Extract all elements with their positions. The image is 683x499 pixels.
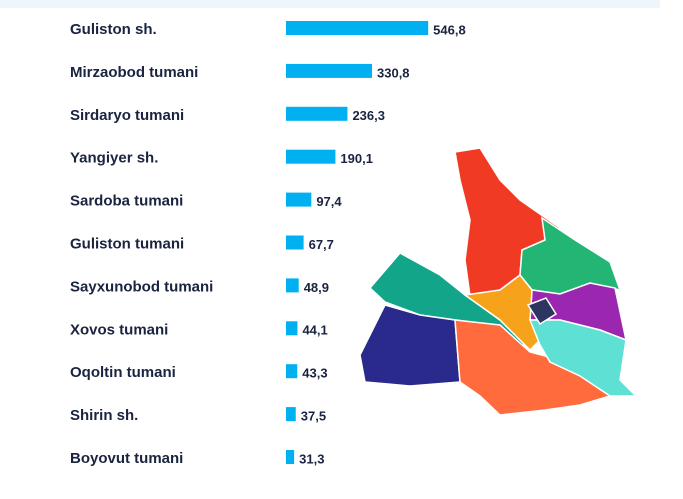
bar — [286, 192, 312, 207]
value-label: 48,9 — [304, 280, 329, 295]
category-label: Oqoltin tumani — [70, 364, 176, 381]
value-label: 190,1 — [340, 151, 373, 166]
bar — [286, 106, 348, 121]
category-label: Guliston sh. — [70, 21, 157, 38]
bar — [286, 364, 298, 379]
category-label: Sirdaryo tumani — [70, 107, 184, 124]
value-label: 67,7 — [309, 237, 334, 252]
bar — [286, 235, 304, 250]
value-label: 43,3 — [302, 366, 327, 381]
top-strip — [0, 0, 660, 8]
category-label: Yangiyer sh. — [70, 150, 158, 167]
value-label: 330,8 — [377, 65, 410, 80]
bar — [286, 21, 429, 35]
bar — [286, 149, 336, 164]
bar — [286, 63, 373, 78]
value-label: 546,8 — [433, 22, 466, 37]
value-label: 37,5 — [301, 409, 326, 424]
value-label: 236,3 — [352, 108, 385, 123]
category-label: Shirin sh. — [70, 407, 138, 424]
value-label: 97,4 — [316, 194, 342, 209]
value-label: 31,3 — [299, 451, 324, 466]
map — [359, 147, 638, 416]
value-label: 44,1 — [302, 323, 327, 338]
bar — [286, 321, 298, 336]
category-label: Guliston tumani — [70, 235, 184, 252]
category-label: Sardoba tumani — [70, 193, 183, 210]
category-label: Mirzaobod tumani — [70, 64, 198, 81]
bar — [286, 407, 296, 422]
category-label: Sayxunobod tumani — [70, 278, 213, 295]
category-label: Boyovut tumani — [70, 450, 183, 467]
bar — [286, 278, 299, 293]
bar — [286, 450, 295, 464]
category-label: Xovos tumani — [70, 321, 168, 338]
